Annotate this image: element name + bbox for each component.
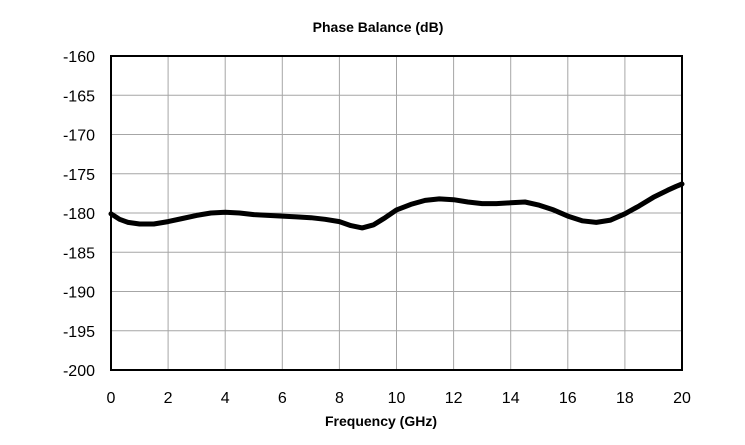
y-tick-label: -190 (63, 285, 95, 302)
y-tick-label: -180 (63, 206, 95, 223)
x-tick-label: 10 (388, 390, 406, 407)
x-tick-label: 20 (673, 390, 691, 407)
x-tick-label: 6 (278, 390, 287, 407)
x-tick-label: 12 (445, 390, 463, 407)
y-tick-label: -200 (63, 363, 95, 380)
x-axis-ticks: 0 2 4 6 8 10 12 14 16 18 20 (107, 390, 691, 407)
x-tick-label: 18 (616, 390, 634, 407)
x-tick-label: 4 (221, 390, 230, 407)
x-tick-label: 8 (335, 390, 344, 407)
chart-title: Phase Balance (dB) (313, 19, 444, 35)
y-tick-label: -185 (63, 245, 95, 262)
y-axis-ticks: -160 -165 -170 -175 -180 -185 -190 -195 -200 (63, 49, 95, 380)
x-axis-label: Frequency (GHz) (325, 413, 437, 429)
y-tick-label: -170 (63, 128, 95, 145)
y-tick-label: -195 (63, 324, 95, 341)
series-line-phase-balance (108, 181, 685, 231)
x-tick-label: 16 (559, 390, 577, 407)
grid-lines (110, 55, 683, 371)
x-tick-label: 0 (107, 390, 116, 407)
y-tick-label: -160 (63, 49, 95, 66)
x-tick-label: 2 (164, 390, 173, 407)
x-tick-label: 14 (502, 390, 520, 407)
y-tick-label: -175 (63, 167, 95, 184)
y-tick-label: -165 (63, 88, 95, 105)
